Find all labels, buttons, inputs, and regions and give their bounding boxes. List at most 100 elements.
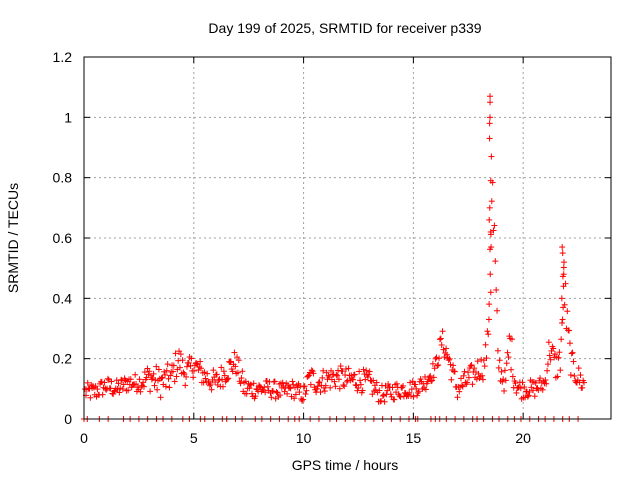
data-point xyxy=(262,389,269,396)
data-point xyxy=(488,244,495,251)
data-point xyxy=(177,351,184,358)
data-point xyxy=(502,377,509,384)
data-point xyxy=(415,388,422,395)
data-point xyxy=(494,307,501,314)
data-point xyxy=(560,259,567,266)
data-point xyxy=(107,385,114,392)
data-point xyxy=(210,367,217,374)
data-point xyxy=(238,375,245,382)
data-point xyxy=(512,380,519,387)
data-point xyxy=(366,368,373,375)
data-point xyxy=(378,397,385,404)
data-point xyxy=(474,358,481,365)
data-point xyxy=(384,387,391,394)
x-axis-label: GPS time / hours xyxy=(292,457,399,473)
y-tick-label: 0.4 xyxy=(53,290,73,306)
data-point xyxy=(391,396,398,403)
data-point xyxy=(176,364,183,371)
data-point xyxy=(487,93,494,100)
data-point xyxy=(446,355,453,362)
data-point xyxy=(349,376,356,383)
data-point xyxy=(427,372,434,379)
data-point xyxy=(543,380,550,387)
data-point xyxy=(542,376,549,383)
data-point xyxy=(508,336,515,343)
data-point xyxy=(208,386,215,393)
data-point xyxy=(485,316,492,323)
data-point xyxy=(157,394,164,401)
data-point xyxy=(307,381,314,388)
data-point xyxy=(494,347,501,354)
data-point xyxy=(145,371,152,378)
data-point xyxy=(119,386,126,393)
data-point xyxy=(187,362,194,369)
data-point xyxy=(103,386,110,393)
data-point xyxy=(140,383,147,390)
data-point xyxy=(454,394,461,401)
data-point xyxy=(545,339,552,346)
data-point xyxy=(412,381,419,388)
data-point xyxy=(559,250,566,257)
data-point xyxy=(323,369,330,376)
data-point xyxy=(170,362,177,369)
data-point xyxy=(84,379,91,386)
data-point xyxy=(379,392,386,399)
data-point xyxy=(524,393,531,400)
data-point xyxy=(301,383,308,390)
data-point xyxy=(487,99,494,106)
data-point xyxy=(496,357,503,364)
data-point xyxy=(558,295,565,302)
data-point xyxy=(116,389,123,396)
y-tick-label: 1.2 xyxy=(53,49,73,65)
data-point xyxy=(183,373,190,380)
data-point xyxy=(373,379,380,386)
data-point xyxy=(407,379,414,386)
data-point xyxy=(443,351,450,358)
data-point xyxy=(495,364,502,371)
data-point xyxy=(314,383,321,390)
data-point xyxy=(532,379,539,386)
data-point xyxy=(339,368,346,375)
data-point xyxy=(517,385,524,392)
data-point xyxy=(521,384,528,391)
data-point xyxy=(204,370,211,377)
data-point xyxy=(332,383,339,390)
x-tick-label: 20 xyxy=(515,430,531,446)
data-point xyxy=(492,258,499,265)
data-point xyxy=(432,355,439,362)
data-point xyxy=(564,308,571,315)
data-point xyxy=(224,376,231,383)
data-point xyxy=(227,359,234,366)
data-point xyxy=(202,375,209,382)
data-point xyxy=(482,341,489,348)
data-point xyxy=(190,374,197,381)
data-point xyxy=(430,374,437,381)
data-point xyxy=(560,264,567,271)
data-point xyxy=(501,367,508,374)
y-axis-label: SRMTID / TECUs xyxy=(5,183,21,293)
data-point xyxy=(173,373,180,380)
y-tick-label: 0.6 xyxy=(53,230,73,246)
data-point xyxy=(234,354,241,361)
data-point xyxy=(98,378,105,385)
data-point xyxy=(498,368,505,375)
data-point xyxy=(108,378,115,385)
data-point xyxy=(360,366,367,373)
data-point xyxy=(227,358,234,365)
data-point xyxy=(370,377,377,384)
data-point xyxy=(229,368,236,375)
data-point xyxy=(447,361,454,368)
data-point xyxy=(530,387,537,394)
data-point xyxy=(188,355,195,362)
x-tick-label: 15 xyxy=(406,430,422,446)
data-point xyxy=(560,283,567,290)
data-point xyxy=(198,365,205,372)
data-point xyxy=(566,340,573,347)
data-point xyxy=(316,378,323,385)
data-point xyxy=(317,389,324,396)
data-point xyxy=(504,349,511,356)
data-point xyxy=(486,301,493,308)
data-point xyxy=(333,371,340,378)
data-point xyxy=(381,398,388,405)
